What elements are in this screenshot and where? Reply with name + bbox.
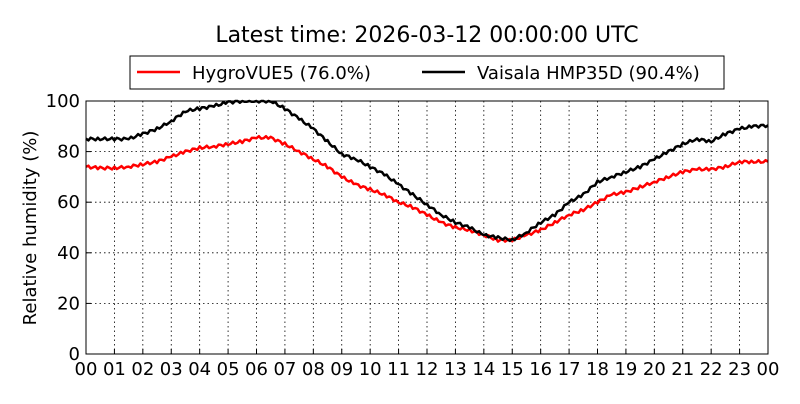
x-tick-label: 21 — [671, 359, 694, 380]
x-tick-label: 10 — [359, 359, 382, 380]
series-line-vaisala — [85, 99, 769, 243]
y-axis-label: Relative humidity (%) — [20, 131, 41, 326]
x-tick-label: 23 — [728, 359, 751, 380]
x-tick-label: 00 — [757, 359, 780, 380]
x-tick-label: 19 — [614, 359, 637, 380]
chart-title: Latest time: 2026-03-12 00:00:00 UTC — [215, 23, 638, 48]
series-lines — [85, 99, 769, 243]
grid — [85, 100, 769, 355]
y-tick-label: 80 — [57, 142, 80, 163]
x-tick-label: 02 — [131, 359, 154, 380]
x-tick-label: 08 — [302, 359, 325, 380]
x-tick-label: 01 — [103, 359, 126, 380]
x-tick-label: 11 — [387, 359, 410, 380]
x-tick-label: 17 — [558, 359, 581, 380]
y-tick-label: 0 — [69, 344, 80, 365]
y-tick-label: 20 — [57, 293, 80, 314]
y-axis: 0 20 40 60 80 100 — [46, 91, 91, 365]
x-tick-label: 06 — [245, 359, 268, 380]
x-tick-label: 13 — [444, 359, 467, 380]
legend-label-vaisala: Vaisala HMP35D (90.4%) — [477, 63, 700, 84]
x-tick-label: 04 — [188, 359, 211, 380]
x-tick-label: 03 — [160, 359, 183, 380]
y-tick-label: 100 — [46, 91, 80, 112]
x-axis: 00 01 02 03 04 05 06 07 08 09 10 11 12 13 14 15 16 17 18 19… — [75, 349, 780, 380]
x-tick-label: 00 — [75, 359, 98, 380]
x-tick-label: 18 — [586, 359, 609, 380]
series-line-hygrovue5 — [85, 134, 769, 243]
y-tick-label: 60 — [57, 192, 80, 213]
legend: HygroVUE5 (76.0%) Vaisala HMP35D (90.4%) — [129, 55, 725, 90]
x-tick-label: 22 — [700, 359, 723, 380]
x-tick-label: 05 — [217, 359, 240, 380]
x-tick-label: 15 — [501, 359, 524, 380]
x-tick-label: 20 — [643, 359, 666, 380]
y-tick-label: 40 — [57, 243, 80, 264]
x-tick-label: 07 — [273, 359, 296, 380]
x-tick-label: 09 — [330, 359, 353, 380]
x-tick-label: 12 — [416, 359, 439, 380]
x-tick-label: 14 — [472, 359, 495, 380]
x-tick-label: 16 — [529, 359, 552, 380]
legend-label-hygrovue5: HygroVUE5 (76.0%) — [192, 63, 371, 84]
